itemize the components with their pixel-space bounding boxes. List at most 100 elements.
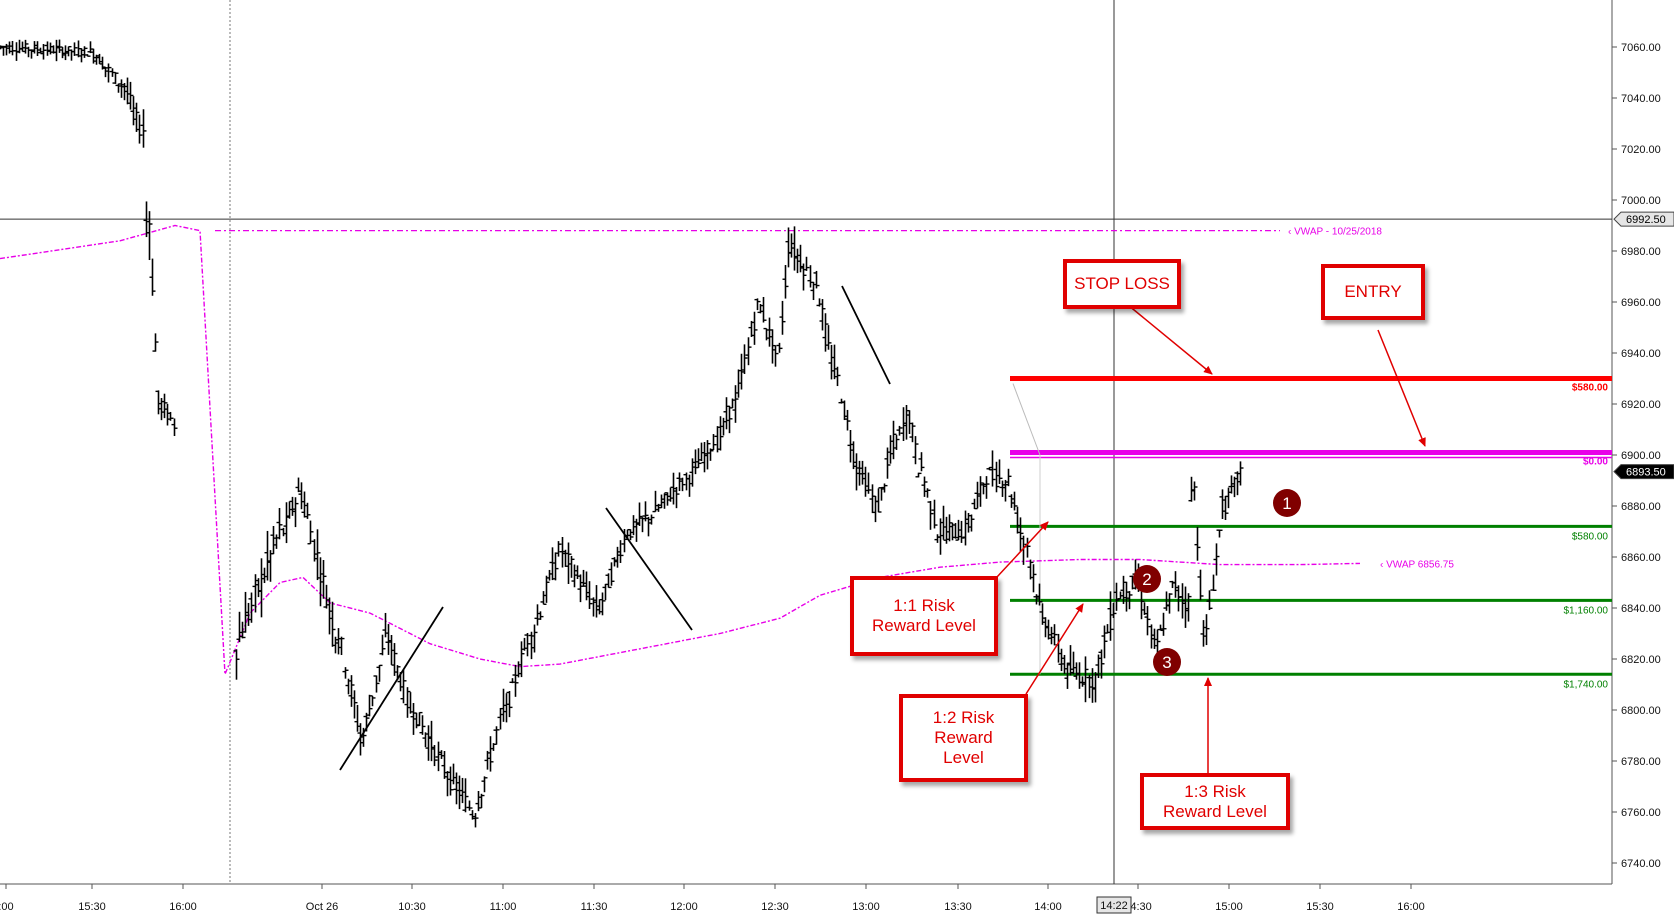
marker-number: 3 xyxy=(1162,653,1171,672)
ohlc-bar xyxy=(912,436,919,465)
vwap-prior-day-label: ‹ VWAP - 10/25/2018 xyxy=(1288,227,1382,238)
ohlc-bar xyxy=(366,694,373,717)
time-tick-label: 12:30 xyxy=(761,901,789,913)
numbered-marker: 3 xyxy=(1153,648,1181,676)
annotation-arrow xyxy=(1377,329,1426,447)
ohlc-bar xyxy=(673,486,680,509)
ohlc-bar xyxy=(1216,529,1223,538)
ohlc-bar xyxy=(608,562,615,586)
price-tick-label: 6980.00 xyxy=(1621,246,1661,258)
ohlc-bar xyxy=(577,574,584,603)
ohlc-bar xyxy=(599,592,606,616)
ohlc-bar xyxy=(819,299,826,331)
ohlc-bar xyxy=(993,461,1000,493)
ohlc-bar xyxy=(1197,569,1204,601)
ohlc-bar xyxy=(636,502,643,526)
ohlc-bar xyxy=(419,715,426,735)
ohlc-bar xyxy=(890,420,897,460)
ohlc-bar xyxy=(112,72,119,84)
marker-number: 2 xyxy=(1142,570,1151,589)
ohlc-bar xyxy=(506,691,513,718)
ohlc-bar xyxy=(695,448,702,469)
ohlc-bar xyxy=(834,366,841,387)
vwap-series: ‹ VWAP 6856.75 xyxy=(0,224,1454,675)
ohlc-bar xyxy=(648,514,655,525)
price-tick-label: 6780.00 xyxy=(1621,756,1661,768)
ohlc-bar xyxy=(351,690,358,719)
ohlc-bar xyxy=(704,440,711,470)
ohlc-bar xyxy=(81,46,88,58)
ohlc-bar xyxy=(342,667,349,679)
ohlc-bar xyxy=(1144,606,1151,636)
ohlc-bar xyxy=(1206,590,1213,611)
ohlc-bar xyxy=(754,298,761,311)
ohlc-bar xyxy=(679,477,686,492)
ohlc-bar xyxy=(1005,468,1012,487)
ohlc-bar xyxy=(983,476,990,499)
price-marker: 6893.50 xyxy=(1613,464,1674,480)
time-axis: :00 15:30 16:00 Oct 26 10:30 11:00 11:30 12:00 1… xyxy=(0,884,1425,914)
ohlc-bar xyxy=(927,500,934,530)
ohlc-bar xyxy=(958,520,965,543)
ohlc-bar xyxy=(931,499,938,529)
ohlc-bar xyxy=(1126,591,1133,610)
ohlc-bar xyxy=(1160,612,1167,636)
ohlc-bar xyxy=(1051,624,1058,646)
ohlc-bar xyxy=(105,63,112,83)
ohlc-bar xyxy=(732,385,739,423)
ohlc-bar xyxy=(875,488,882,513)
ohlc-bar xyxy=(1113,582,1120,611)
time-tick-label: 16:00 xyxy=(1397,901,1425,913)
ohlc-bar xyxy=(989,450,996,487)
ohlc-bar xyxy=(400,669,407,704)
ohlc-bar xyxy=(524,632,531,657)
numbered-marker: 1 xyxy=(1273,489,1301,517)
price-tick-label: 6960.00 xyxy=(1621,297,1661,309)
ohlc-bars xyxy=(0,39,1244,828)
ohlc-bar xyxy=(617,540,624,563)
ohlc-bar xyxy=(276,507,283,540)
ohlc-bar xyxy=(304,502,311,519)
ohlc-bar xyxy=(292,497,299,528)
price-marker-label: 6992.50 xyxy=(1626,214,1666,226)
ohlc-bar xyxy=(1036,583,1043,606)
ohlc-bar xyxy=(627,528,634,541)
vwap-line xyxy=(0,224,1361,675)
price-marker-box xyxy=(1613,211,1674,227)
ohlc-bar xyxy=(1213,543,1220,576)
ohlc-bar xyxy=(248,592,255,623)
ohlc-bar xyxy=(924,488,931,498)
ohlc-bar xyxy=(133,102,140,132)
ohlc-bar xyxy=(915,472,922,478)
ohlc-bar xyxy=(1210,574,1217,592)
ohlc-bar xyxy=(360,727,367,747)
time-tick-label: 12:00 xyxy=(670,901,698,913)
time-tick-label: 15:30 xyxy=(78,901,106,913)
ohlc-bar xyxy=(472,813,479,828)
ohlc-bar xyxy=(233,649,240,680)
ohlc-bar xyxy=(996,459,1003,484)
ohlc-bar xyxy=(918,452,925,472)
ohlc-bar xyxy=(800,263,807,291)
ohlc-bar xyxy=(167,411,174,421)
ohlc-bar xyxy=(84,54,91,57)
ohlc-bar xyxy=(391,643,398,676)
time-tick-label: 13:00 xyxy=(852,901,880,913)
time-tick-label: 11:30 xyxy=(581,901,608,913)
ohlc-bar xyxy=(1017,517,1024,552)
price-tick-label: 7040.00 xyxy=(1621,93,1661,105)
ohlc-bar xyxy=(555,541,562,557)
annotation-arrow xyxy=(996,521,1049,578)
marker-circle xyxy=(1273,489,1301,517)
ohlc-bar xyxy=(1030,564,1037,593)
ohlc-bar xyxy=(171,418,178,437)
ohlc-bar xyxy=(161,393,168,419)
ohlc-bar xyxy=(348,675,355,707)
ohlc-bar xyxy=(1110,602,1117,618)
marker-circle xyxy=(1133,565,1161,593)
ohlc-bar xyxy=(1027,559,1034,580)
ohlc-bar xyxy=(813,270,820,289)
price-tick-label: 6840.00 xyxy=(1621,603,1661,615)
